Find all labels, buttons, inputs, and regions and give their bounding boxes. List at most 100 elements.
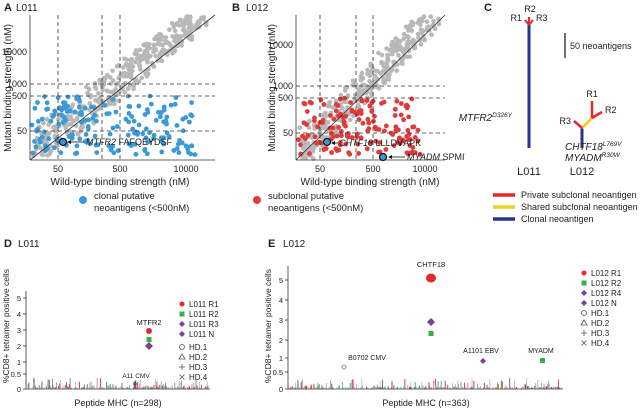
mtfr2-annotation: MTFR2 FAFQEYDSF xyxy=(86,137,173,147)
background-point xyxy=(421,14,427,19)
neoantigen-point xyxy=(333,108,339,114)
ytick-b-1000: 1000 xyxy=(273,81,293,91)
neoantigen-point xyxy=(70,133,75,138)
neoantigen-point xyxy=(298,142,303,148)
neoantigen-point xyxy=(186,150,192,156)
background-point xyxy=(403,46,409,52)
neoantigen-point xyxy=(149,101,154,107)
neoantigen-point xyxy=(77,136,83,142)
background-point xyxy=(358,74,364,80)
neoantigen-point xyxy=(171,148,177,153)
neoantigen-point xyxy=(336,113,341,119)
neoantigen-point xyxy=(397,135,402,141)
neoantigen-point xyxy=(82,105,88,111)
neoantigen-point xyxy=(143,126,149,132)
background-point xyxy=(65,113,71,119)
background-point xyxy=(123,74,129,79)
neoantigen-point xyxy=(52,108,58,114)
background-point xyxy=(401,36,407,42)
scatter-legend: clonal putative neoantigens (<500nM) sub… xyxy=(79,191,363,214)
background-point xyxy=(351,80,357,86)
neoantigen-point xyxy=(94,150,100,156)
neoantigen-point xyxy=(303,136,308,142)
neoantigen-point xyxy=(36,119,41,124)
neoantigen-point xyxy=(32,139,37,144)
neoantigen-point xyxy=(143,135,149,141)
background-point xyxy=(157,35,163,41)
background-point xyxy=(367,73,373,79)
background-point xyxy=(387,47,392,53)
d-legend-r3-marker xyxy=(179,321,185,327)
xtick-a-500: 500 xyxy=(112,164,127,174)
xtick-b-500: 500 xyxy=(365,164,380,174)
neoantigen-point xyxy=(164,130,170,136)
background-point xyxy=(379,59,384,65)
background-point xyxy=(394,48,399,54)
background-point xyxy=(305,141,311,146)
e-legend-hd4-marker xyxy=(581,340,587,346)
neoantigen-point xyxy=(359,98,365,104)
a1101-ebv-point xyxy=(480,358,486,364)
neoantigen-point xyxy=(349,108,355,114)
background-point xyxy=(172,28,178,34)
neoantigen-point xyxy=(365,128,371,134)
background-point xyxy=(187,36,192,41)
background-point xyxy=(177,17,183,23)
tetramer-d-legend: L011 R1 L011 R2 L011 R3 L011 N HD.1 HD.2… xyxy=(178,300,219,382)
neoantigen-point xyxy=(343,141,349,147)
background-point xyxy=(367,78,372,84)
neoantigen-point xyxy=(393,124,399,130)
neoantigen-point xyxy=(316,139,322,145)
background-point xyxy=(307,118,312,124)
e-legend-hd2: HD.2 xyxy=(591,319,610,328)
d-legend-hd4: HD.4 xyxy=(189,373,208,382)
background-point xyxy=(428,14,433,19)
neoantigen-point xyxy=(35,100,40,105)
background-point xyxy=(393,36,398,41)
chtf18-point xyxy=(322,137,332,147)
neoantigen-point xyxy=(161,135,167,141)
neoantigen-point xyxy=(382,128,387,134)
l011-r2-label: R2 xyxy=(524,4,536,14)
background-point xyxy=(406,39,412,44)
xlabel-b: Wild-type binding strength (nM) xyxy=(301,177,440,188)
neoantigen-point xyxy=(405,103,410,109)
neoantigen-point xyxy=(331,116,337,122)
panel-a-letter: A xyxy=(4,2,12,14)
xlabel-d: Peptide MHC (n=298) xyxy=(74,398,161,408)
neoantigen-point xyxy=(174,123,180,128)
neoantigen-point xyxy=(406,114,412,120)
neoantigen-point xyxy=(106,143,112,148)
neoantigen-point xyxy=(356,151,361,156)
background-point xyxy=(300,146,306,151)
background-point xyxy=(355,91,361,96)
neoantigen-point xyxy=(58,150,64,156)
background-point xyxy=(150,46,156,51)
neoantigen-point xyxy=(76,95,82,101)
b0702-cmv-point xyxy=(341,364,347,370)
background-point xyxy=(117,89,122,94)
l012-branch-r2 xyxy=(591,110,603,120)
neoantigen-point xyxy=(342,95,347,101)
neoantigen-point xyxy=(312,118,317,124)
background-point xyxy=(415,20,421,26)
neoantigen-point xyxy=(410,124,415,130)
neoantigen-point xyxy=(185,146,191,152)
l011-tree-title: L011 xyxy=(517,166,541,178)
e-legend-n-marker xyxy=(581,300,587,306)
panel-e-title: L012 xyxy=(283,239,306,250)
ytick-b-500: 500 xyxy=(278,93,293,103)
background-point xyxy=(308,146,314,151)
background-point xyxy=(326,102,331,107)
d-legend-r3: L011 R3 xyxy=(189,320,219,329)
ytick-a-500: 500 xyxy=(12,91,27,101)
background-point xyxy=(80,124,86,130)
background-point xyxy=(431,19,436,24)
neoantigen-point xyxy=(188,112,194,118)
ylabel-e: %CD8+ tetramer positive cells xyxy=(263,269,273,383)
neoantigen-point xyxy=(392,113,398,118)
background-point xyxy=(365,67,370,73)
chtf18-peak-label: CHTF18 xyxy=(417,260,445,269)
background-point xyxy=(105,72,110,78)
neoantigen-point xyxy=(142,146,148,152)
